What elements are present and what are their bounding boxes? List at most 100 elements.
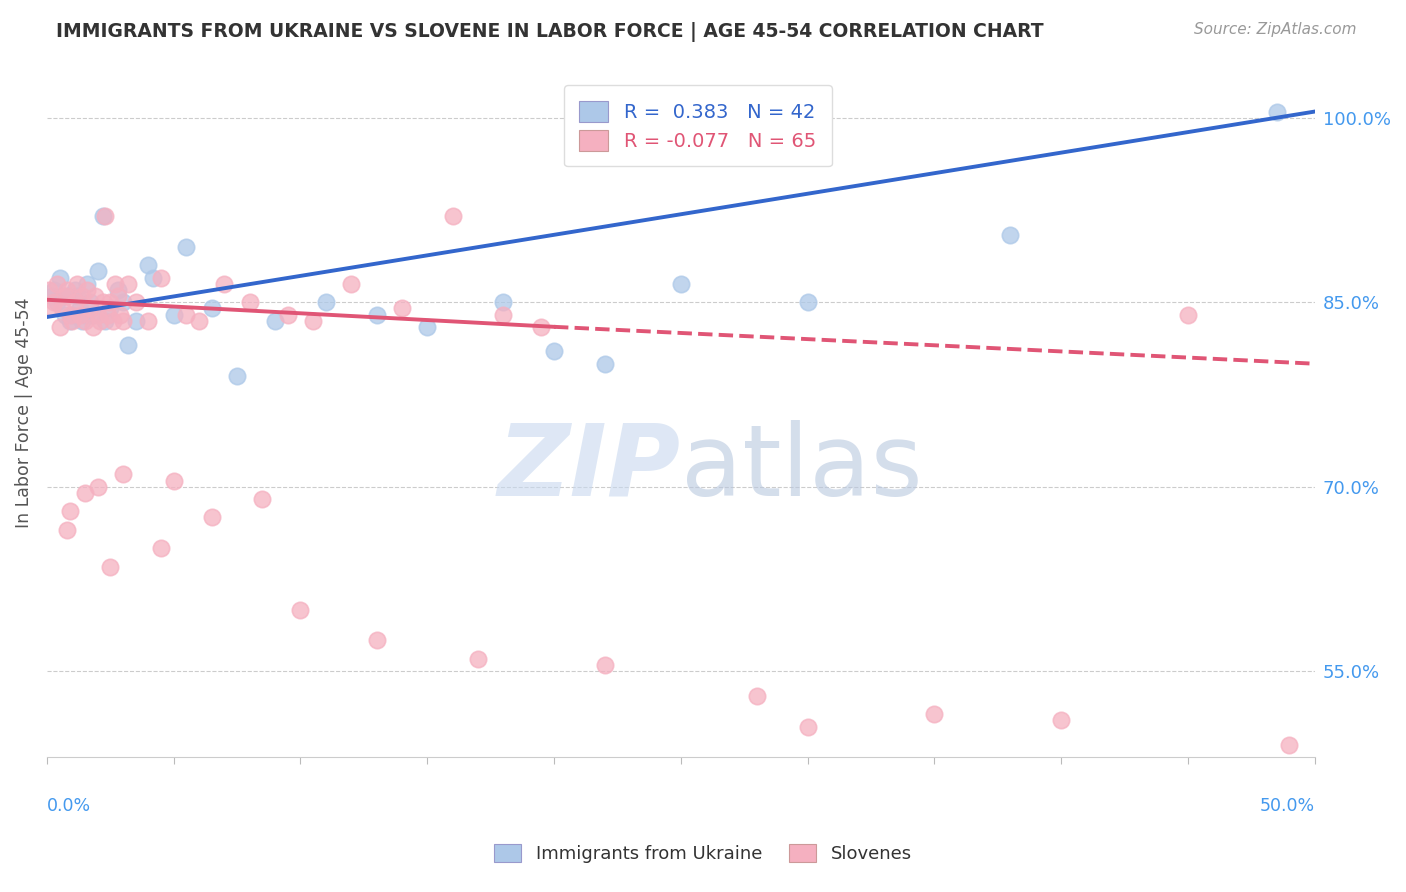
Point bbox=[89, 313, 111, 327]
Point bbox=[53, 289, 76, 303]
Point bbox=[63, 295, 86, 310]
Point bbox=[82, 308, 104, 322]
Point bbox=[86, 264, 108, 278]
Text: 50.0%: 50.0% bbox=[1260, 797, 1315, 814]
Text: IMMIGRANTS FROM UKRAINE VS SLOVENE IN LABOR FORCE | AGE 45-54 CORRELATION CHART: IMMIGRANTS FROM UKRAINE VS SLOVENE IN LA… bbox=[56, 22, 1043, 42]
Point bbox=[53, 308, 76, 322]
Point bbox=[150, 541, 173, 556]
Point bbox=[366, 308, 388, 322]
Point bbox=[73, 313, 96, 327]
Point bbox=[340, 277, 363, 291]
Point bbox=[59, 308, 82, 322]
Point bbox=[51, 301, 73, 316]
Point bbox=[1177, 308, 1199, 322]
Point bbox=[124, 313, 146, 327]
Point bbox=[1000, 227, 1022, 242]
Point bbox=[44, 295, 66, 310]
Text: atlas: atlas bbox=[681, 419, 922, 516]
Point bbox=[86, 480, 108, 494]
Point bbox=[543, 344, 565, 359]
Point bbox=[94, 313, 117, 327]
Point bbox=[416, 319, 439, 334]
Point bbox=[63, 283, 86, 297]
Point bbox=[441, 209, 464, 223]
Point bbox=[176, 240, 198, 254]
Point bbox=[60, 308, 83, 322]
Point bbox=[117, 277, 139, 291]
Point bbox=[48, 319, 70, 334]
Y-axis label: In Labor Force | Age 45-54: In Labor Force | Age 45-54 bbox=[15, 298, 32, 528]
Point bbox=[467, 652, 489, 666]
Point bbox=[226, 369, 249, 384]
Point bbox=[136, 313, 159, 327]
Point bbox=[48, 270, 70, 285]
Point bbox=[91, 209, 114, 223]
Point bbox=[73, 308, 96, 322]
Point bbox=[117, 338, 139, 352]
Point bbox=[82, 319, 104, 334]
Point bbox=[176, 308, 198, 322]
Point bbox=[924, 707, 946, 722]
Point bbox=[201, 301, 224, 316]
Point bbox=[111, 313, 134, 327]
Point bbox=[97, 308, 120, 322]
Point bbox=[44, 283, 66, 297]
Point bbox=[142, 270, 165, 285]
Point bbox=[111, 467, 134, 482]
Point bbox=[214, 277, 236, 291]
Point bbox=[38, 283, 60, 297]
Point bbox=[150, 270, 173, 285]
Point bbox=[98, 559, 121, 574]
Point bbox=[391, 301, 413, 316]
Point bbox=[59, 504, 82, 518]
Point bbox=[46, 277, 69, 291]
Point bbox=[669, 277, 692, 291]
Point bbox=[290, 603, 312, 617]
Point bbox=[60, 313, 83, 327]
Point bbox=[1050, 714, 1073, 728]
Point bbox=[73, 486, 96, 500]
Point bbox=[252, 491, 274, 506]
Text: 0.0%: 0.0% bbox=[46, 797, 91, 814]
Point bbox=[84, 289, 107, 303]
Point bbox=[1278, 738, 1301, 752]
Point bbox=[98, 301, 121, 316]
Point bbox=[796, 720, 818, 734]
Point bbox=[593, 357, 616, 371]
Point bbox=[107, 283, 129, 297]
Point bbox=[41, 301, 63, 316]
Point bbox=[59, 313, 82, 327]
Point bbox=[745, 689, 768, 703]
Point bbox=[111, 295, 134, 310]
Point bbox=[41, 289, 63, 303]
Point bbox=[796, 295, 818, 310]
Point bbox=[107, 289, 129, 303]
Point bbox=[72, 313, 94, 327]
Point bbox=[124, 295, 146, 310]
Point bbox=[366, 633, 388, 648]
Point bbox=[94, 209, 117, 223]
Point bbox=[46, 295, 69, 310]
Point bbox=[66, 289, 89, 303]
Point bbox=[69, 301, 91, 316]
Point bbox=[56, 283, 79, 297]
Text: ZIP: ZIP bbox=[498, 419, 681, 516]
Point bbox=[76, 283, 98, 297]
Point bbox=[79, 301, 101, 316]
Point bbox=[593, 658, 616, 673]
Point bbox=[98, 295, 121, 310]
Point bbox=[264, 313, 287, 327]
Point bbox=[56, 289, 79, 303]
Point bbox=[530, 319, 553, 334]
Point bbox=[188, 313, 211, 327]
Point bbox=[66, 277, 89, 291]
Point bbox=[1265, 104, 1288, 119]
Text: Source: ZipAtlas.com: Source: ZipAtlas.com bbox=[1194, 22, 1357, 37]
Point bbox=[136, 258, 159, 272]
Legend: Immigrants from Ukraine, Slovenes: Immigrants from Ukraine, Slovenes bbox=[485, 835, 921, 872]
Point bbox=[72, 289, 94, 303]
Point bbox=[79, 295, 101, 310]
Point bbox=[163, 308, 186, 322]
Point bbox=[201, 510, 224, 524]
Point bbox=[110, 308, 132, 322]
